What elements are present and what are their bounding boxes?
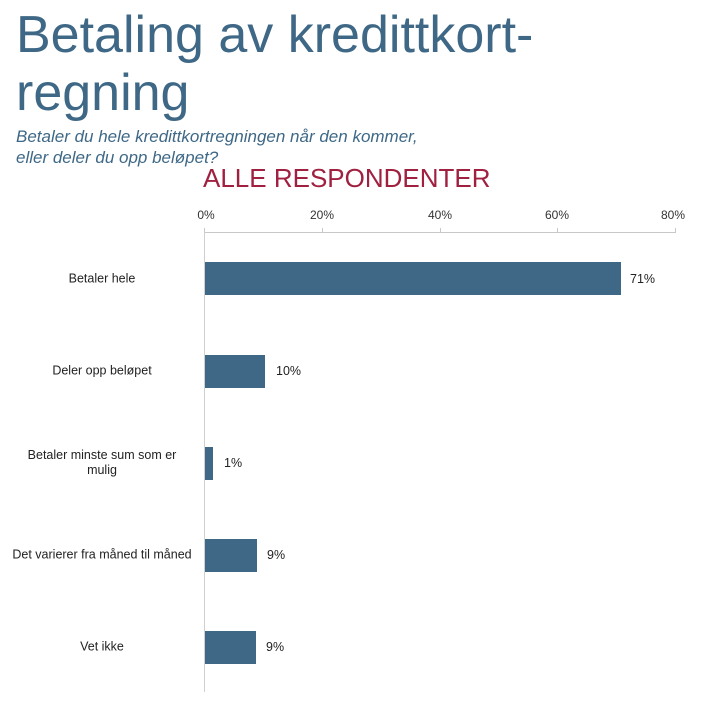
x-tick — [322, 228, 323, 233]
bar-vet-ikke — [205, 631, 256, 664]
category-label: Betaler minste sum som er mulig — [27, 448, 177, 477]
value-label: 9% — [266, 640, 285, 654]
value-label: 1% — [224, 456, 243, 470]
x-axis-line — [204, 232, 675, 233]
bar-deler-opp — [205, 355, 265, 388]
bar-betaler-hele — [205, 262, 621, 295]
category-label: Betaler hele — [68, 271, 136, 286]
question-subtitle: Betaler du hele kredittkortregningen når… — [16, 126, 536, 168]
title-line-2: regning — [16, 64, 190, 122]
bar-minste-sum — [205, 447, 213, 480]
x-tick-label: 60% — [544, 208, 570, 222]
value-label: 71% — [630, 272, 656, 286]
category-label: Det varierer fra måned til måned — [12, 547, 192, 562]
x-tick — [440, 228, 441, 233]
x-tick — [557, 228, 558, 233]
title-line-1: Betaling av kredittkort- — [16, 6, 534, 64]
y-axis-line — [204, 232, 205, 692]
x-tick-label: 40% — [427, 208, 453, 222]
bar-varierer — [205, 539, 257, 572]
value-label: 9% — [267, 548, 286, 562]
value-label: 10% — [276, 364, 302, 378]
x-tick — [675, 228, 676, 233]
x-tick-label: 0% — [197, 208, 215, 222]
subtitle-line-1: Betaler du hele kredittkortregningen når… — [16, 127, 418, 146]
category-label: Deler opp beløpet — [52, 363, 152, 378]
x-tick-label: 80% — [660, 208, 686, 222]
category-label: Vet ikke — [80, 639, 124, 654]
segment-label: ALLE RESPONDENTER — [203, 163, 491, 193]
x-tick — [204, 228, 205, 233]
x-tick-label: 20% — [309, 208, 335, 222]
subtitle-line-2: eller deler du opp beløpet? — [16, 148, 219, 167]
page-title: Betaling av kredittkort- regning — [16, 6, 616, 122]
